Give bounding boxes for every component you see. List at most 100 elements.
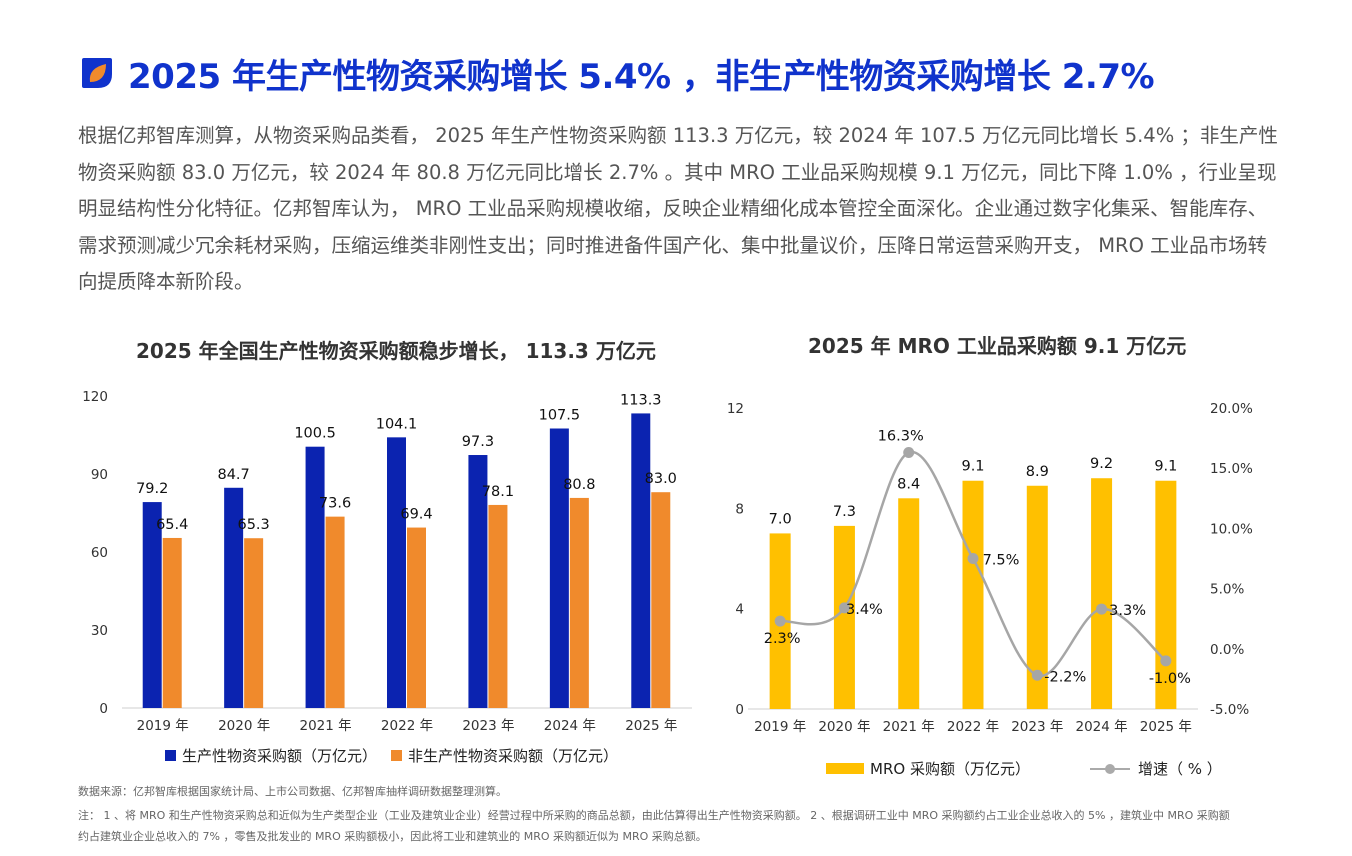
y-tick-label-3: 90 xyxy=(91,467,108,483)
x-tick-label-right-2: 2021 年 xyxy=(883,719,935,735)
bar-production-3 xyxy=(387,437,406,708)
y2-tick-label-1: 0.0% xyxy=(1210,642,1244,658)
mro-combo-chart: 0 4 8 12 -5.0% 0.0% 5.0% 10.0% 15.0% 20.0% 2019 年 7… xyxy=(727,401,1253,735)
bar-production-2 xyxy=(305,446,325,708)
growth-point-4 xyxy=(1031,669,1043,681)
data-label-mro-4: 8.9 xyxy=(1026,464,1049,480)
legend-item-mro: MRO 采购额（万亿元） xyxy=(826,758,1030,779)
data-label-mro-5: 9.2 xyxy=(1090,456,1113,472)
legend-label-mro: MRO 采购额（万亿元） xyxy=(870,760,1030,778)
data-label-nonproduction-6: 83.0 xyxy=(645,471,677,487)
left-chart-legend: 生产性物资采购额（万亿元） 非生产性物资采购额（万亿元） xyxy=(165,745,632,766)
data-label-production-4: 97.3 xyxy=(462,434,494,450)
left-chart-title: 2025 年全国生产性物资采购额稳步增长， 113.3 万亿元 xyxy=(136,339,656,363)
legend-swatch-growth xyxy=(1089,763,1130,775)
x-tick-label-right-3: 2022 年 xyxy=(947,719,999,735)
bar-nonproduction-3 xyxy=(407,527,426,708)
data-label-production-0: 79.2 xyxy=(136,481,168,497)
right-chart-title: 2025 年 MRO 工业品采购额 9.1 万亿元 xyxy=(808,334,1187,358)
right-chart-legend: MRO 采购额（万亿元） 增速（ % ） xyxy=(826,758,1236,779)
y2-tick-label-4: 15.0% xyxy=(1210,461,1253,477)
legend-swatch-mro xyxy=(826,763,864,774)
x-tick-label-right-1: 2020 年 xyxy=(818,719,870,735)
growth-point-2 xyxy=(903,447,915,459)
x-tick-label-4: 2023 年 xyxy=(462,718,514,734)
growth-label-3: 7.5% xyxy=(983,553,1020,569)
x-tick-label-0: 2019 年 xyxy=(137,718,189,734)
data-label-production-2: 100.5 xyxy=(294,426,336,442)
bar-production-0 xyxy=(142,502,162,708)
bar-nonproduction-4 xyxy=(488,504,508,708)
legend-item-growth: 增速（ % ） xyxy=(1089,758,1222,779)
y-tick-label-2: 60 xyxy=(91,545,108,561)
y2-tick-label-2: 5.0% xyxy=(1210,582,1244,598)
x-tick-label-2: 2021 年 xyxy=(299,718,351,734)
x-tick-label-6: 2025 年 xyxy=(625,718,677,734)
growth-label-0: 2.3% xyxy=(764,631,801,647)
x-tick-label-5: 2024 年 xyxy=(544,718,596,734)
y-tick-label-right-chart-2: 8 xyxy=(735,501,744,517)
bar-nonproduction-1 xyxy=(244,538,264,708)
data-label-nonproduction-2: 73.6 xyxy=(319,496,351,512)
growth-point-0 xyxy=(774,615,786,627)
data-label-mro-0: 7.0 xyxy=(769,511,792,527)
bar-mro-2 xyxy=(898,498,920,709)
page-title: 2025 年生产性物资采购增长 5.4% ，非生产性物资采购增长 2.7% xyxy=(128,56,1155,97)
legend-swatch-nonproduction xyxy=(391,750,403,761)
legend-label-production: 生产性物资采购额（万亿元） xyxy=(182,747,378,765)
x-tick-label-right-6: 2025 年 xyxy=(1140,719,1192,735)
title-row: 2025 年生产性物资采购增长 5.4% ，非生产性物资采购增长 2.7% xyxy=(78,48,1155,98)
y2-tick-label-5: 20.0% xyxy=(1210,401,1253,417)
growth-label-2: 16.3% xyxy=(878,429,924,445)
data-label-nonproduction-3: 69.4 xyxy=(400,507,432,523)
data-label-production-3: 104.1 xyxy=(376,416,418,432)
bar-mro-3 xyxy=(962,480,984,709)
y-tick-label-right-chart-3: 12 xyxy=(727,401,744,417)
growth-label-6: -1.0% xyxy=(1149,671,1191,687)
growth-label-4: -2.2% xyxy=(1044,669,1086,685)
legend-swatch-production xyxy=(165,750,176,761)
bar-nonproduction-2 xyxy=(325,516,345,708)
legend-label-nonproduction: 非生产性物资采购额（万亿元） xyxy=(408,747,619,765)
x-tick-label-1: 2020 年 xyxy=(218,718,270,734)
data-label-mro-2: 8.4 xyxy=(897,476,920,492)
procurement-bar-chart: 0 30 60 90 120 2019 年 79.2 65.4 2020 年 84.7 65.3 20… xyxy=(82,389,692,734)
footnote: 注： 1 、将 MRO 和生产性物资采购总和近似为生产类型企业（工业及建筑业企业… xyxy=(78,809,1230,843)
data-label-nonproduction-1: 65.3 xyxy=(237,517,269,533)
bar-mro-4 xyxy=(1026,485,1048,709)
y-tick-label-1: 30 xyxy=(91,623,108,639)
bar-nonproduction-5 xyxy=(569,497,589,708)
y-tick-label-right-chart-0: 0 xyxy=(735,702,744,718)
bar-nonproduction-6 xyxy=(651,492,671,708)
growth-point-5 xyxy=(1096,603,1108,615)
x-tick-label-right-4: 2023 年 xyxy=(1011,719,1063,735)
growth-point-6 xyxy=(1160,655,1172,667)
bar-mro-6 xyxy=(1155,480,1177,709)
data-label-production-6: 113.3 xyxy=(620,392,662,408)
legend-item-nonproduction: 非生产性物资采购额（万亿元） xyxy=(391,745,618,766)
growth-point-1 xyxy=(838,602,850,614)
x-tick-label-3: 2022 年 xyxy=(381,718,433,734)
y2-tick-label-3: 10.0% xyxy=(1210,521,1253,537)
data-source-note: 数据来源：亿邦智库根据国家统计局、上市公司数据、亿邦智库抽样调研数据整理测算。 xyxy=(78,785,507,798)
bar-mro-5 xyxy=(1091,478,1113,709)
data-label-production-5: 107.5 xyxy=(539,408,581,424)
data-label-mro-1: 7.3 xyxy=(833,504,856,520)
bar-production-1 xyxy=(224,487,244,708)
bar-nonproduction-0 xyxy=(162,537,182,708)
x-tick-label-right-0: 2019 年 xyxy=(754,719,806,735)
y-tick-label-4: 120 xyxy=(82,389,108,405)
y2-tick-label-0: -5.0% xyxy=(1210,702,1249,718)
body-paragraph: 根据亿邦智库测算，从物资采购品类看， 2025 年生产性物资采购额 113.3 … xyxy=(78,124,1278,293)
data-label-production-1: 84.7 xyxy=(217,467,249,483)
growth-label-5: 3.3% xyxy=(1109,603,1146,619)
legend-item-production: 生产性物资采购额（万亿元） xyxy=(165,745,377,766)
data-label-mro-3: 9.1 xyxy=(961,459,984,475)
x-tick-label-right-5: 2024 年 xyxy=(1075,719,1127,735)
bar-mro-1 xyxy=(833,525,855,709)
growth-label-1: 3.4% xyxy=(846,602,883,618)
y-tick-label-0: 0 xyxy=(99,701,108,717)
bar-production-6 xyxy=(631,413,651,708)
bar-production-5 xyxy=(549,428,569,708)
data-label-mro-6: 9.1 xyxy=(1154,459,1177,475)
